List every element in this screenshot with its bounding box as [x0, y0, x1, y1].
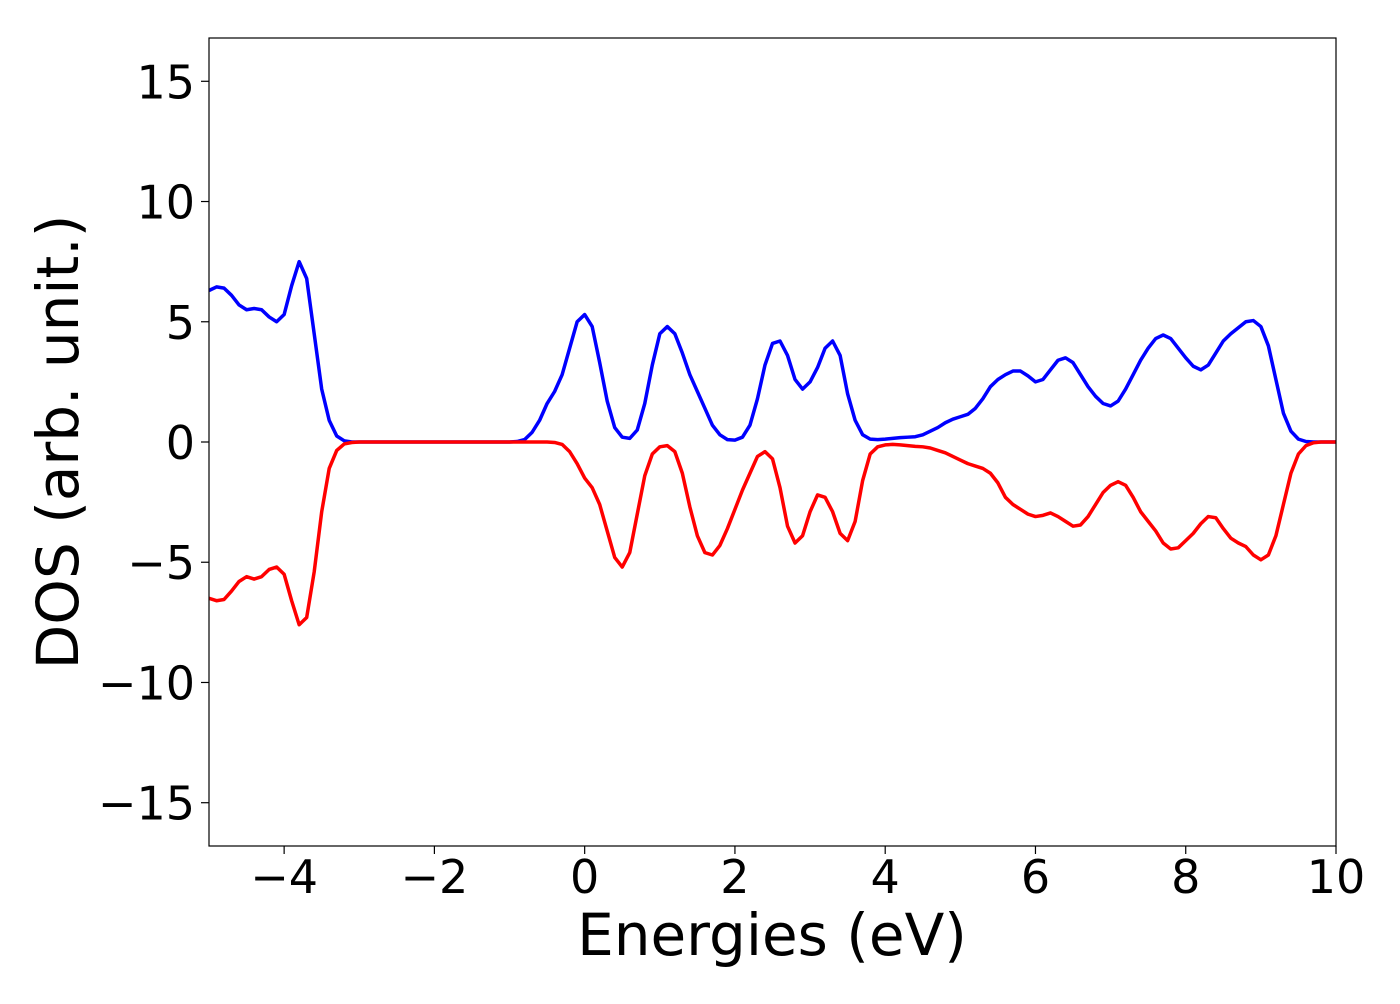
y-tick-label: −15 [98, 777, 195, 831]
y-tick-label: 5 [166, 296, 195, 350]
x-tick-label: 4 [871, 850, 900, 904]
x-tick-label: 2 [720, 850, 749, 904]
x-tick-label: 6 [1021, 850, 1050, 904]
y-axis-label: DOS (arb. unit.) [24, 215, 92, 670]
y-tick-label: 0 [166, 416, 195, 470]
y-tick-label: 10 [136, 176, 195, 230]
x-tick-label: −4 [250, 850, 318, 904]
x-tick-label: 8 [1171, 850, 1200, 904]
series-line [209, 259, 1336, 444]
y-tick-label: 15 [136, 55, 195, 109]
series-line [209, 440, 1336, 627]
x-tick-label: 10 [1307, 850, 1366, 904]
x-tick-label: 0 [570, 850, 599, 904]
y-tick-label: −10 [98, 656, 195, 710]
y-tick-label: −5 [127, 536, 195, 590]
x-tick-label: −2 [400, 850, 468, 904]
x-axis-label: Energies (eV) [577, 901, 967, 969]
